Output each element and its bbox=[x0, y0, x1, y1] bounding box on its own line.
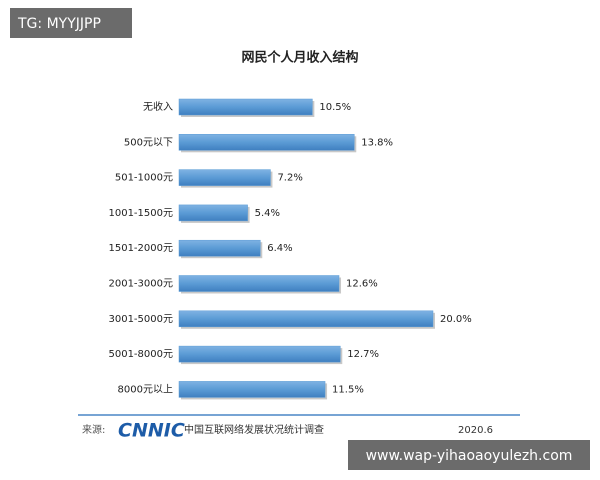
value-label: 6.4% bbox=[267, 243, 292, 254]
bar bbox=[178, 169, 271, 186]
source-label: 来源: bbox=[82, 423, 105, 436]
value-label: 12.6% bbox=[346, 279, 378, 290]
category-label: 无收入 bbox=[143, 100, 173, 113]
value-label: 10.5% bbox=[319, 102, 351, 113]
source-logo: CNNIC bbox=[118, 420, 185, 442]
bar bbox=[178, 310, 434, 328]
top-tag: TG: MYYJJPP bbox=[17, 16, 101, 32]
value-label: 20.0% bbox=[440, 314, 472, 325]
value-label: 12.7% bbox=[347, 349, 379, 360]
category-label: 3001-5000元 bbox=[108, 314, 173, 325]
bar bbox=[178, 275, 340, 292]
bottom-tag-box bbox=[348, 440, 590, 470]
top-tag-box bbox=[10, 8, 132, 38]
plot: 无收入 10.5% 500元以下 13.8% 501-1000元 7.2% 1001-150… bbox=[108, 98, 472, 400]
category-label: 2001-3000元 bbox=[108, 279, 173, 290]
bar bbox=[178, 345, 341, 363]
category-label: 5001-8000元 bbox=[108, 349, 173, 360]
bar bbox=[178, 134, 355, 151]
value-label: 5.4% bbox=[255, 208, 280, 219]
category-label: 1001-1500元 bbox=[108, 208, 173, 219]
category-label: 501-1000元 bbox=[115, 173, 173, 184]
date: 2020.6 bbox=[458, 425, 493, 436]
value-label: 13.8% bbox=[361, 137, 393, 148]
category-label: 1501-2000元 bbox=[108, 243, 173, 254]
value-label: 11.5% bbox=[332, 384, 364, 395]
category-label: 8000元以上 bbox=[118, 383, 173, 395]
bar bbox=[178, 381, 326, 398]
source-text: 中国互联网络发展状况统计调查 bbox=[184, 423, 324, 436]
chart-title: 网民个人月收入结构 bbox=[241, 50, 358, 66]
bar bbox=[178, 98, 313, 116]
value-label: 7.2% bbox=[277, 173, 302, 184]
bottom-tag: www.wap-yihaoaoyulezh.com bbox=[366, 448, 573, 464]
bar bbox=[178, 239, 261, 257]
category-label: 500元以下 bbox=[124, 137, 173, 148]
bar bbox=[178, 204, 248, 222]
